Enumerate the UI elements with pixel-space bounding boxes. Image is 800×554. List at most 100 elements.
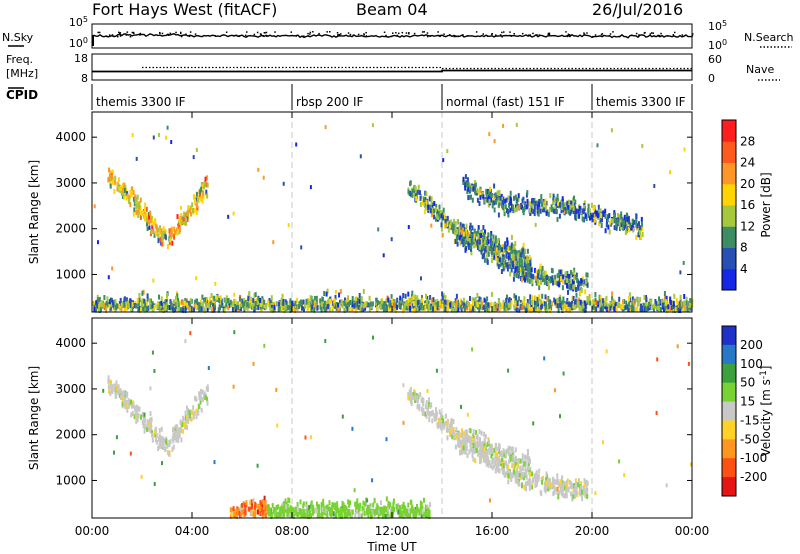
scatter-cell [612,303,615,309]
scatter-cell [544,481,546,487]
scatter-cell [392,302,395,308]
scatter-cell [503,466,506,472]
scatter-cell [641,221,643,227]
scatter-cell [594,292,597,297]
scatter-cell [687,307,690,313]
scatter-cell [574,304,577,310]
scatter-cell [132,190,135,196]
scatter-cell [387,305,390,311]
scatter-cell [403,514,406,519]
scatter-cell [464,174,467,180]
scatter-cell [340,299,343,305]
scatter-cell [469,435,472,441]
scatter-cell [166,244,169,250]
scatter-cell [425,400,428,406]
noise-search-dot [309,33,311,35]
scatter-cell [121,401,124,407]
scatter-cell [685,296,688,302]
scatter-cell [432,297,435,303]
scatter-cell [528,200,531,206]
scatter-cell [502,299,505,305]
scatter-cell [644,303,646,309]
scatter-cell [245,500,248,506]
scatter-cell [175,437,178,443]
scatter-cell [489,238,492,244]
scatter-cell [135,156,138,161]
scatter-cell [271,304,273,310]
scatter-cell [371,301,374,307]
scatter-cell [419,195,422,201]
scatter-cell [460,443,463,449]
scatter-cell [440,413,443,419]
scatter-cell [388,504,390,510]
scatter-cell [628,296,631,301]
scatter-cell [464,236,467,242]
scatter-cell [550,301,553,307]
scatter-cell [486,245,489,251]
scatter-cell [587,213,590,219]
scatter-cell [479,455,482,461]
scatter-cell [333,513,336,519]
scatter-cell [472,237,475,243]
scatter-cell [326,304,329,310]
scatter-cell [478,201,481,206]
scatter-cell [435,216,437,222]
scatter-cell [475,448,478,453]
scatter-cell [498,456,501,462]
scatter-cell [168,305,171,310]
scatter-cell [526,448,529,454]
scatter-cell [485,253,488,259]
scatter-cell [441,291,444,297]
scatter-cell [284,299,287,305]
scatter-cell [109,379,112,385]
scatter-cell [311,304,314,310]
scatter-cell [183,304,186,310]
scatter-cell [170,227,173,233]
scatter-cell [534,267,536,273]
scatter-cell [531,478,534,484]
scatter-cell [173,234,176,240]
scatter-cell [610,218,613,224]
scatter-cell [463,303,466,308]
scatter-cell [251,305,254,310]
scatter-cell [195,197,198,203]
scatter-cell [610,128,613,133]
scatter-cell [199,399,202,405]
noise-search-dot [263,32,266,34]
scatter-cell [468,185,471,191]
scatter-cell [162,226,165,232]
scatter-cell [569,209,572,215]
scatter-cell [206,303,209,308]
scatter-cell [539,266,542,272]
noise-search-dot [180,31,182,34]
scatter-cell [529,485,532,491]
scatter-cell [137,306,140,312]
scatter-cell [527,458,530,464]
scatter-cell [571,295,574,301]
scatter-cell [467,186,470,192]
scatter-cell [369,514,372,520]
scatter-cell [164,299,167,305]
scatter-cell [299,509,301,514]
scatter-cell [525,486,528,492]
scatter-cell [583,208,585,214]
scatter-cell [523,485,526,491]
scatter-cell [620,217,623,223]
scatter-cell [428,397,430,403]
scatter-cell [304,510,307,516]
scatter-cell [157,238,160,244]
scatter-cell [152,307,155,313]
scatter-cell [218,297,221,303]
scatter-cell [566,278,569,283]
scatter-cell [506,266,509,272]
scatter-cell [537,211,540,217]
scatter-cell [446,420,449,426]
scatter-cell [187,205,190,210]
scatter-cell [472,300,474,306]
scatter-cell [117,177,120,183]
scatter-cell [148,418,151,424]
scatter-cell [564,205,567,211]
scatter-cell [470,250,473,256]
scatter-cell [457,299,460,305]
scatter-cell [596,143,599,148]
